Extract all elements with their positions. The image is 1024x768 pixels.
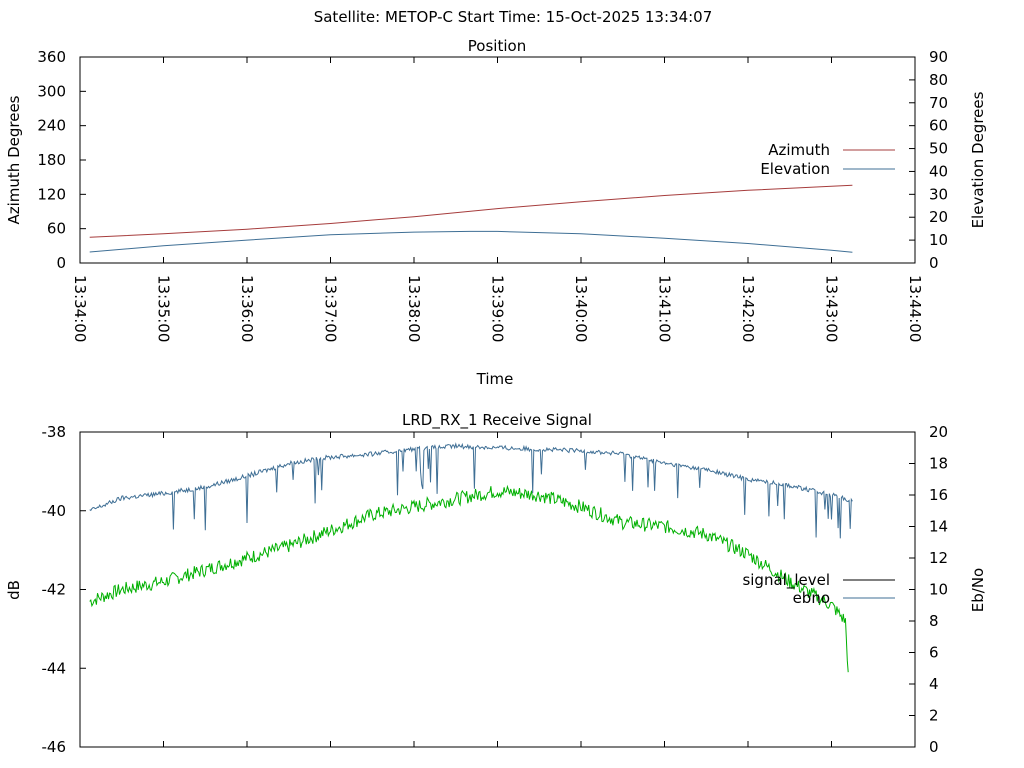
position-legend-label: Elevation — [760, 160, 830, 178]
signal-series-signal-level-line — [89, 484, 849, 673]
signal-y2tick-label: 20 — [929, 423, 948, 441]
position-series — [89, 184, 853, 253]
position-y2label: Elevation Degrees — [969, 91, 987, 228]
position-xtick-label: 13:36:00 — [238, 275, 256, 342]
position-ytick-label: 360 — [37, 48, 66, 66]
position-y2tick-label: 90 — [929, 48, 948, 66]
signal-y2tick-label: 12 — [929, 549, 948, 567]
signal-y2tick-label: 2 — [929, 707, 939, 725]
signal-ytick-label: -44 — [42, 659, 67, 677]
signal-y2tick-label: 16 — [929, 486, 948, 504]
position-xlabel: Time — [476, 370, 514, 388]
position-y2tick-label: 60 — [929, 117, 948, 135]
position-y2tick-label: 80 — [929, 71, 948, 89]
signal-series-ebno-line — [89, 442, 853, 539]
signal-y2label: Eb/No — [969, 568, 987, 612]
position-ytick-label: 0 — [56, 254, 66, 272]
position-xtick-label: 13:37:00 — [322, 275, 340, 342]
position-y2tick-label: 20 — [929, 208, 948, 226]
position-y2tick-label: 40 — [929, 162, 948, 180]
position-plot: Position Time Azimuth Degrees Elevation … — [5, 37, 987, 388]
position-xtick-label: 13:41:00 — [656, 275, 674, 342]
position-ylabel: Azimuth Degrees — [5, 95, 23, 224]
position-xtick-label: 13:35:00 — [155, 275, 173, 342]
position-ytick-label: 120 — [37, 185, 66, 203]
signal-y2tick-label: 10 — [929, 581, 948, 599]
position-y2tick-label: 50 — [929, 140, 948, 158]
chart-suptitle: Satellite: METOP-C Start Time: 15-Oct-20… — [314, 8, 713, 26]
position-ytick-label: 180 — [37, 151, 66, 169]
position-y2tick-label: 70 — [929, 94, 948, 112]
signal-y2tick-label: 4 — [929, 675, 939, 693]
signal-y2tick-label: 8 — [929, 612, 939, 630]
position-legend-label: Azimuth — [768, 141, 830, 159]
signal-series — [89, 442, 853, 673]
position-series-Azimuth-line — [89, 184, 853, 238]
position-y2tick-label: 0 — [929, 254, 939, 272]
signal-y2tick-label: 18 — [929, 455, 948, 473]
signal-ytick-label: -46 — [42, 738, 67, 756]
position-y2-ticks: 0 10 20 30 40 50 60 70 80 90 — [909, 48, 948, 272]
position-ytick-label: 60 — [47, 220, 66, 238]
signal-title: LRD_RX_1 Receive Signal — [402, 411, 592, 430]
signal-y2-ticks: 0 2 4 6 8 10 12 14 16 18 20 — [909, 423, 948, 756]
signal-plot-frame — [79, 431, 916, 748]
signal-ytick-label: -38 — [42, 423, 67, 441]
signal-legend-label: signal_level — [742, 571, 830, 590]
signal-ytick-label: -42 — [42, 581, 67, 599]
position-xtick-label: 13:40:00 — [572, 275, 590, 342]
position-ytick-label: 240 — [37, 117, 66, 135]
position-title: Position — [468, 37, 526, 55]
position-x-ticks: 13:34:00 13:35:00 13:36:00 13:37:00 13:38:00… — [71, 57, 924, 342]
position-xtick-label: 13:43:00 — [823, 275, 841, 342]
signal-ylabel: dB — [5, 580, 23, 600]
signal-ytick-label: -40 — [42, 502, 67, 520]
signal-y2tick-label: 14 — [929, 518, 948, 536]
position-xtick-label: 13:34:00 — [71, 275, 89, 342]
position-xtick-label: 13:39:00 — [489, 275, 507, 342]
position-ytick-label: 300 — [37, 82, 66, 100]
position-y2tick-label: 10 — [929, 231, 948, 249]
position-series-Elevation-line — [89, 230, 853, 253]
signal-y2tick-label: 0 — [929, 738, 939, 756]
position-y2tick-label: 30 — [929, 185, 948, 203]
position-xtick-label: 13:42:00 — [739, 275, 757, 342]
position-xtick-label: 13:44:00 — [906, 275, 924, 342]
signal-y-ticks: -46 -44 -42 -40 -38 — [42, 423, 86, 756]
signal-plot: LRD_RX_1 Receive Signal dB Eb/No -46-44-… — [5, 411, 987, 756]
signal-y2tick-label: 6 — [929, 644, 939, 662]
position-y-ticks: 0 60 120 180 240 300 360 — [37, 48, 86, 272]
signal-legend-label: ebno — [793, 589, 830, 607]
position-xtick-label: 13:38:00 — [405, 275, 423, 342]
signal-x-ticks — [79, 432, 916, 747]
